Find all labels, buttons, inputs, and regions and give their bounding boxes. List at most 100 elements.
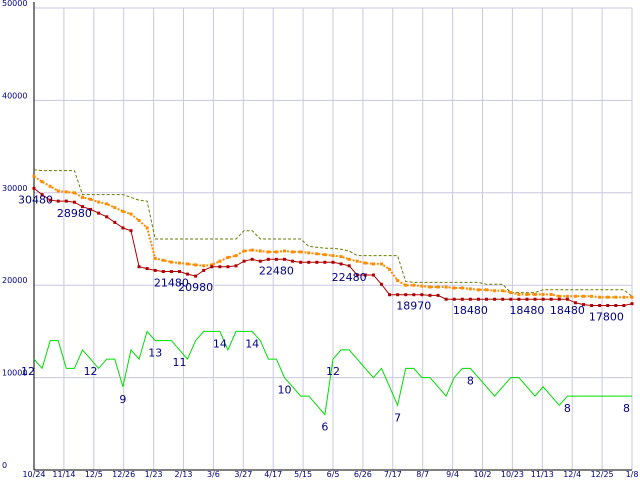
data-point-average <box>105 202 109 206</box>
count-label: 12 <box>84 365 98 378</box>
y-tick-label: 40000 <box>2 91 27 100</box>
x-tick-label: 6/5 <box>327 470 340 479</box>
data-point-average <box>379 262 383 266</box>
data-point-lowest <box>622 304 626 308</box>
data-point-lowest <box>493 297 497 301</box>
count-labels: 12 12 9 13 11 14 14 10 6 12 7 8 8 8 <box>21 337 630 433</box>
data-point-average <box>452 286 456 290</box>
data-point-average <box>468 287 472 291</box>
data-point-average <box>129 212 133 216</box>
x-tick-labels: 10/24 11/14 12/5 12/26 1/23 2/13 3/6 3/27 4/17 5/… <box>22 470 638 479</box>
price-label: 20980 <box>178 281 213 294</box>
data-point-average <box>121 209 125 213</box>
x-tick-label: 10/23 <box>501 470 524 479</box>
data-point-lowest <box>460 297 464 301</box>
data-point-average <box>218 259 222 263</box>
data-point-lowest <box>234 264 238 268</box>
count-label: 12 <box>326 365 340 378</box>
data-point-lowest <box>582 303 586 307</box>
data-point-average <box>460 286 464 290</box>
x-tick-label: 7/17 <box>384 470 402 479</box>
chart-grid <box>33 7 633 471</box>
count-label: 10 <box>278 384 292 397</box>
data-point-average <box>331 254 335 258</box>
x-tick-label: 10/2 <box>474 470 492 479</box>
y-tick-label: 20000 <box>2 276 27 285</box>
data-point-lowest <box>339 262 343 266</box>
data-point-lowest <box>89 207 93 211</box>
data-point-average <box>501 289 505 293</box>
y-tick-label: 50000 <box>2 0 27 8</box>
data-point-lowest <box>137 265 141 269</box>
x-tick-label: 9/4 <box>446 470 459 479</box>
data-point-lowest <box>412 293 416 297</box>
series-lines <box>32 169 634 416</box>
x-tick-label: 1/8 <box>626 470 639 479</box>
data-point-lowest <box>396 293 400 297</box>
data-point-lowest <box>331 260 335 264</box>
data-point-lowest <box>525 297 529 301</box>
data-point-average <box>388 267 392 271</box>
data-point-lowest <box>186 272 190 276</box>
count-label: 8 <box>564 402 571 415</box>
x-tick-label: 12/4 <box>563 470 581 479</box>
data-point-lowest <box>250 257 254 261</box>
data-point-lowest <box>388 293 392 297</box>
data-point-average <box>113 206 117 210</box>
data-point-average <box>226 255 230 259</box>
x-tick-label: 4/17 <box>264 470 282 479</box>
data-point-lowest <box>291 259 295 263</box>
data-point-average <box>444 285 448 289</box>
x-tick-label: 12/26 <box>112 470 135 479</box>
data-point-average <box>533 292 537 296</box>
data-point-average <box>56 189 60 193</box>
data-point-average <box>274 250 278 254</box>
x-tick-label: 6/26 <box>354 470 372 479</box>
data-point-lowest <box>371 273 375 277</box>
count-label: 13 <box>148 347 162 360</box>
data-point-average <box>234 254 238 258</box>
data-point-average <box>371 262 375 266</box>
data-point-lowest <box>590 304 594 308</box>
data-point-average <box>525 292 529 296</box>
x-tick-label: 10/24 <box>22 470 45 479</box>
x-tick-label: 3/6 <box>207 470 220 479</box>
count-label: 9 <box>119 393 126 406</box>
data-point-average <box>565 294 569 298</box>
price-label: 30480 <box>18 193 53 206</box>
x-tick-label: 12/25 <box>591 470 614 479</box>
data-point-average <box>315 252 319 256</box>
y-tick-label: 30000 <box>2 184 27 193</box>
count-label: 6 <box>321 421 328 434</box>
data-point-lowest <box>40 193 44 197</box>
data-point-lowest <box>32 186 36 190</box>
data-point-lowest <box>614 304 618 308</box>
data-point-lowest <box>476 297 480 301</box>
data-point-average <box>493 289 497 293</box>
data-point-lowest <box>468 297 472 301</box>
x-tick-label: 2/13 <box>175 470 193 479</box>
data-point-average <box>177 261 181 265</box>
data-point-average <box>299 250 303 254</box>
data-point-average <box>137 219 141 223</box>
data-point-average <box>476 288 480 292</box>
data-point-lowest <box>307 260 311 264</box>
data-point-average <box>557 294 561 298</box>
data-point-lowest <box>573 301 577 305</box>
data-point-lowest <box>323 260 327 264</box>
data-point-average <box>517 292 521 296</box>
data-point-average <box>412 283 416 287</box>
series-line-upper <box>33 169 633 297</box>
data-point-average <box>186 262 190 266</box>
data-point-average <box>48 184 52 188</box>
data-point-lowest <box>121 226 125 230</box>
data-point-average <box>89 197 93 201</box>
data-point-average <box>428 285 432 289</box>
data-point-average <box>210 263 214 267</box>
data-point-average <box>161 258 165 262</box>
price-label: 18970 <box>396 300 431 313</box>
data-point-lowest <box>56 199 60 203</box>
x-tick-label: 3/27 <box>234 470 252 479</box>
data-point-lowest <box>97 211 101 215</box>
data-point-lowest <box>48 198 52 202</box>
